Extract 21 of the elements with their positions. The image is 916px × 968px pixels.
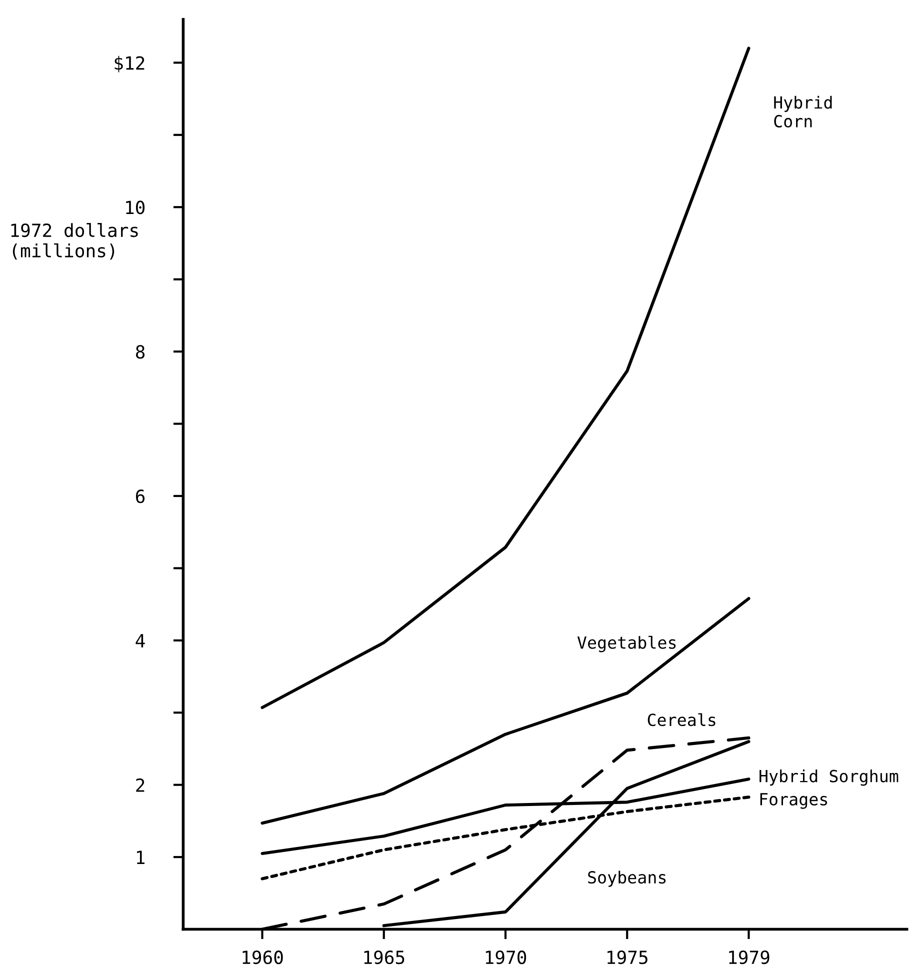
y-tick-label: 1 <box>137 850 144 864</box>
x-tick-label: 1975 <box>608 950 648 964</box>
x-tick-label: 1960 <box>242 950 283 964</box>
y-tick-label: 8 <box>136 345 145 359</box>
series-label: Soybeans <box>588 870 666 887</box>
y-tick-label: 6 <box>136 489 145 504</box>
line-series <box>260 46 750 710</box>
x-tick-label: 1970 <box>486 950 526 964</box>
series-label: Forages <box>760 793 828 809</box>
series-label: Cereals <box>648 713 716 726</box>
y-tick-label: $12 <box>114 56 144 72</box>
series-label: Hybrid Sorghum <box>760 770 898 786</box>
series-label: Vegetables <box>577 636 676 652</box>
y-tick-label: 4 <box>136 634 145 648</box>
line-series <box>260 597 750 825</box>
y-axis-title: 1972 dollars (millions) <box>11 223 138 260</box>
x-tick-label: 1965 <box>364 950 404 964</box>
y-tick-label: 2 <box>136 778 144 792</box>
x-tick-label: 1979 <box>729 950 770 964</box>
text: Hybrid Corn <box>774 96 832 128</box>
y-tick-label: 10 <box>126 200 145 214</box>
